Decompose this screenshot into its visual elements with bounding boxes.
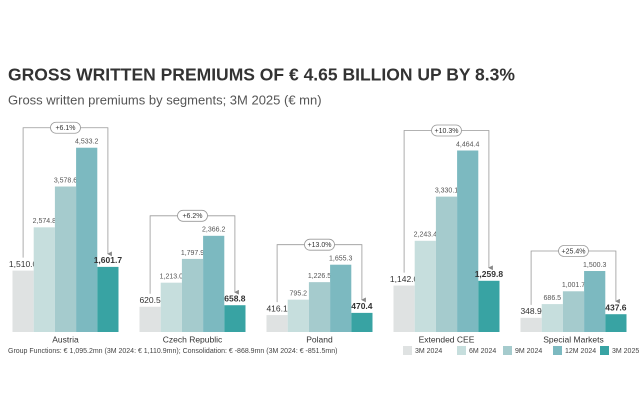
legend-label: 3M 2024 (415, 348, 442, 355)
bar (287, 299, 309, 332)
x-tick-label: Extended CEE (419, 334, 475, 344)
legend-swatch (457, 346, 466, 355)
bar (414, 240, 436, 332)
data-label: 795.2 (290, 291, 308, 298)
data-label: 2,243.4 (414, 232, 437, 239)
x-tick-label: Poland (306, 334, 333, 344)
legend-label: 12M 2024 (565, 348, 596, 355)
bar (520, 317, 542, 332)
data-label: 2,366.2 (202, 227, 225, 234)
bar (97, 266, 119, 332)
bar (181, 258, 204, 332)
data-label: 416.1 (266, 303, 288, 313)
bar (224, 305, 246, 332)
bar (330, 264, 352, 332)
footnote: Group Functions: € 1,095.2mn (3M 2024: €… (8, 348, 337, 355)
x-tick-label: Czech Republic (163, 334, 223, 344)
growth-label: +25.4% (562, 248, 586, 255)
growth-label: +6.1% (55, 125, 75, 132)
data-label: 3,330.1 (435, 187, 458, 194)
data-label: 686.5 (544, 295, 562, 302)
data-label: 1,797.9 (181, 250, 204, 257)
data-label: 2,574.8 (33, 218, 56, 225)
bar (266, 315, 288, 332)
legend-swatch (600, 346, 609, 355)
bar (605, 314, 627, 332)
growth-label: +10.3% (435, 128, 459, 135)
legend-label: 3M 2025 (612, 348, 639, 355)
chart-subtitle: Gross written premiums by segments; 3M 2… (8, 92, 322, 107)
data-label: 1,601.7 (94, 255, 123, 265)
growth-badge (558, 245, 589, 257)
bar (351, 312, 373, 332)
legend-swatch (553, 346, 562, 355)
bar (478, 280, 500, 332)
growth-label: +13.0% (308, 242, 332, 249)
data-label: 1,001.7 (562, 282, 585, 289)
bar (541, 304, 563, 332)
data-label: 1,142.0 (390, 274, 419, 284)
bar (139, 306, 161, 332)
growth-badge (177, 209, 208, 222)
data-label: 4,464.4 (456, 141, 479, 148)
bar (562, 291, 585, 332)
x-tick-label: Austria (52, 334, 79, 344)
data-label: 3,578.6 (54, 177, 77, 184)
bar (33, 227, 55, 332)
data-label: 470.4 (351, 301, 373, 311)
chart-title: GROSS WRITTEN PREMIUMS OF € 4.65 BILLION… (8, 65, 515, 85)
data-label: 620.5 (139, 295, 161, 305)
bar (160, 282, 182, 332)
legend-label: 9M 2024 (515, 348, 542, 355)
data-label: 437.6 (605, 302, 627, 312)
data-label: 1,213.0 (160, 274, 183, 281)
bar (584, 271, 606, 332)
data-label: 658.8 (224, 293, 246, 303)
legend-label: 6M 2024 (469, 348, 496, 355)
data-label: 4,533.2 (75, 139, 98, 146)
growth-badge (431, 124, 462, 137)
x-tick-label: Special Markets (543, 334, 603, 344)
bar (435, 196, 458, 332)
bar (393, 285, 415, 332)
data-label: 1,226.5 (308, 273, 331, 280)
bar (76, 147, 98, 332)
legend-swatch (403, 346, 412, 355)
growth-badge (50, 121, 81, 134)
bar (308, 282, 331, 332)
growth-label: +6.2% (182, 213, 202, 220)
bar (54, 186, 77, 332)
bar (12, 270, 34, 332)
bar (457, 150, 479, 332)
bar (203, 235, 225, 332)
legend-swatch (503, 346, 512, 355)
data-label: 1,259.8 (475, 269, 504, 279)
growth-badge (304, 238, 335, 251)
data-label: 348.9 (520, 306, 542, 316)
data-label: 1,510.0 (9, 259, 38, 269)
data-label: 1,655.3 (329, 256, 352, 263)
data-label: 1,500.3 (583, 262, 606, 269)
